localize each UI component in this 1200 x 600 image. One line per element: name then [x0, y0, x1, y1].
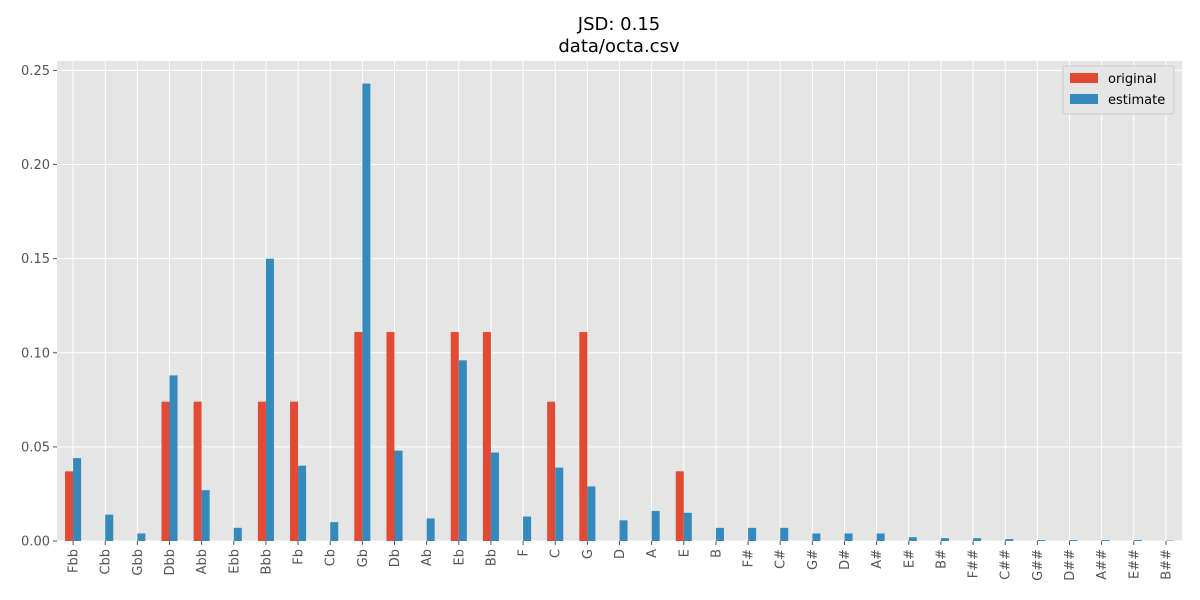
- y-tick-label: 0.05: [21, 440, 50, 455]
- x-tick-label: A: [645, 549, 660, 558]
- x-tick-label: E##: [1127, 549, 1142, 579]
- x-tick-label: Ebb: [227, 549, 242, 574]
- bar-estimate-Gb: [362, 83, 371, 542]
- legend-label-original: original: [1108, 72, 1157, 87]
- bar-estimate-Bbb: [265, 258, 274, 541]
- x-tick-label: Cb: [324, 549, 339, 566]
- bar-estimate-Gbb: [137, 533, 146, 541]
- bar-estimate-D: [619, 520, 628, 541]
- chart-subtitle: data/octa.csv: [558, 36, 680, 57]
- bar-estimate-E##: [1133, 540, 1142, 541]
- bar-estimate-F#: [748, 527, 757, 541]
- bar-estimate-G##: [1037, 540, 1046, 541]
- bar-estimate-C: [555, 467, 564, 541]
- bar-original-E: [675, 471, 684, 541]
- x-tick-label: E: [677, 549, 692, 557]
- bar-estimate-A##: [1101, 540, 1110, 541]
- bar-original-Fbb: [65, 471, 74, 541]
- y-tick-label: 0.15: [21, 252, 50, 267]
- x-tick-label: D: [613, 549, 628, 559]
- x-tick-label: A##: [1095, 549, 1110, 580]
- chart-title: JSD: 0.15: [577, 14, 660, 35]
- bar-estimate-F##: [973, 538, 982, 541]
- x-tick-label: Db: [388, 549, 403, 567]
- x-tick-label: F: [517, 549, 532, 556]
- bar-estimate-F: [523, 516, 532, 541]
- x-tick-label: Ab: [420, 549, 435, 566]
- bar-estimate-B#: [940, 538, 949, 541]
- x-tick-label: G##: [1031, 549, 1046, 581]
- bar-estimate-Fb: [298, 465, 307, 541]
- bar-original-Gb: [354, 332, 363, 541]
- y-tick-label: 0.20: [21, 158, 50, 173]
- x-tick-label: Gbb: [131, 549, 146, 576]
- bar-estimate-A: [651, 510, 660, 541]
- x-tick-label: Gb: [356, 549, 371, 567]
- x-tick-label: C#: [774, 549, 789, 569]
- bar-estimate-D#: [844, 533, 853, 541]
- x-tick-label: B: [709, 549, 724, 558]
- bar-estimate-Eb: [458, 360, 467, 541]
- x-tick-label: Bbb: [259, 549, 274, 574]
- bar-estimate-C##: [1005, 539, 1014, 541]
- bar-estimate-E#: [908, 537, 917, 541]
- y-tick-label: 0.10: [21, 346, 50, 361]
- x-tick-label: Cbb: [99, 549, 114, 575]
- y-tick-label: 0.25: [21, 64, 50, 79]
- x-tick-label: Abb: [195, 549, 210, 574]
- x-tick-label: Dbb: [163, 549, 178, 576]
- bar-estimate-C#: [780, 527, 789, 541]
- x-tick-label: Fbb: [67, 549, 82, 573]
- x-tick-label: F##: [967, 549, 982, 578]
- x-tick-label: B##: [1159, 549, 1174, 580]
- bar-estimate-Ebb: [233, 527, 242, 541]
- bar-original-C: [547, 401, 556, 541]
- legend-swatch-estimate: [1070, 94, 1098, 104]
- bar-estimate-A#: [876, 533, 885, 541]
- bar-estimate-Cbb: [105, 514, 114, 541]
- x-axis: Fbb Cbb Gbb Dbb Abb Ebb Bbb Fb Cb Gb Db Ab Eb Bb F C G D A…: [67, 541, 1174, 581]
- x-tick-label: G: [581, 549, 596, 559]
- x-tick-label: E#: [902, 549, 917, 568]
- x-tick-label: G#: [806, 549, 821, 570]
- legend: original estimate: [1062, 65, 1175, 115]
- bar-original-Db: [386, 332, 395, 541]
- x-tick-label: C: [549, 549, 564, 558]
- bar-original-Eb: [450, 332, 459, 541]
- y-axis: 0.00 0.05 0.10 0.15 0.20 0.25: [21, 64, 57, 550]
- y-tick-label: 0.00: [21, 535, 50, 550]
- bar-original-Bb: [482, 332, 491, 541]
- x-tick-label: C##: [999, 549, 1014, 580]
- x-tick-label: F#: [742, 549, 757, 567]
- x-tick-label: Bb: [484, 549, 499, 566]
- bar-original-Bbb: [257, 401, 266, 541]
- bar-estimate-Abb: [201, 490, 210, 541]
- bar-estimate-G: [587, 486, 596, 541]
- bar-original-Fb: [290, 401, 299, 541]
- x-tick-label: A#: [870, 549, 885, 569]
- bar-original-G: [579, 332, 588, 541]
- bar-estimate-Db: [394, 450, 403, 541]
- bar-estimate-Cb: [330, 522, 339, 541]
- bar-estimate-Bb: [490, 452, 499, 541]
- legend-label-estimate: estimate: [1108, 93, 1165, 108]
- bar-original-Abb: [193, 401, 202, 541]
- bar-estimate-Fbb: [73, 458, 82, 541]
- legend-swatch-original: [1070, 73, 1098, 83]
- x-tick-label: B#: [934, 549, 949, 569]
- bar-estimate-G#: [812, 533, 821, 541]
- bars: [65, 83, 1174, 542]
- x-tick-label: D##: [1063, 549, 1078, 581]
- x-tick-label: Fb: [292, 549, 307, 565]
- bar-estimate-Dbb: [169, 375, 178, 541]
- bar-estimate-Ab: [426, 518, 435, 541]
- bar-original-Dbb: [161, 401, 170, 541]
- bar-estimate-E: [683, 512, 692, 541]
- x-tick-label: Eb: [452, 549, 467, 565]
- bar-estimate-D##: [1069, 540, 1078, 541]
- x-tick-label: D#: [838, 549, 853, 570]
- bar-estimate-B: [715, 527, 724, 541]
